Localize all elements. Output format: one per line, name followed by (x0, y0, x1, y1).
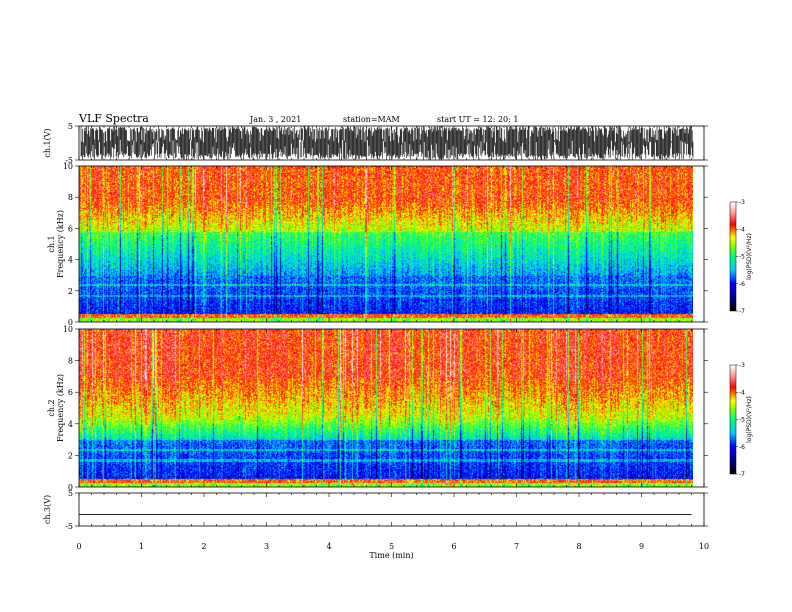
channel-label: ch.2 (47, 399, 56, 416)
y-tick-label: 4 (68, 420, 73, 429)
ch1-waveform-trace (80, 126, 694, 160)
start-ut-label: start UT = 12: 20: 1 (437, 115, 518, 124)
time-axis: 0 1 2 3 4 5 6 7 8 9 10 Time (min) (76, 542, 709, 560)
ch1-waveform-panel: 5 -5 ch.1(V) (43, 122, 708, 165)
colorbar-gradient (730, 202, 736, 311)
colorbar-tick-label: -4 (739, 226, 745, 233)
y-tick-label: 5 (68, 122, 73, 131)
y-tick-label: 2 (68, 451, 73, 460)
frequency-axis-label: Frequency (kHz) (56, 374, 65, 442)
colorbar-tick-label: -5 (739, 254, 745, 261)
time-tick-label: 9 (639, 542, 644, 551)
spectrogram-heatmap (79, 329, 693, 487)
time-tick-label: 2 (201, 542, 206, 551)
y-tick-label: -5 (65, 156, 73, 165)
ch1-voltage-label: ch.1(V) (43, 128, 52, 157)
y-tick-label: 6 (68, 388, 73, 397)
time-tick-label: 3 (264, 542, 269, 551)
y-tick-label: -5 (65, 522, 73, 531)
time-tick-label: 0 (76, 542, 81, 551)
time-tick-label: 6 (451, 542, 456, 551)
y-tick-label: 0 (68, 318, 73, 327)
panel-frame (78, 492, 705, 527)
y-tick-label: 2 (68, 287, 73, 296)
colorbar-tick-label: -4 (739, 389, 745, 396)
y-tick-label: 0 (68, 483, 73, 492)
y-tick-label: 10 (63, 325, 73, 334)
station-label: station=MAM (343, 115, 400, 124)
ch2-spectrogram-panel: 0 2 4 6 8 10 ch.2 Frequency (kHz) (47, 325, 708, 492)
time-tick-label: 10 (699, 542, 709, 551)
colorbar-tick-label: -3 (739, 362, 745, 369)
channel-label: ch.1 (47, 235, 56, 252)
figure-title: VLF Spectra (78, 112, 149, 125)
ch1-colorbar: -3 -4 -5 -6 -7 log(PSD)(V²/Hz) (729, 199, 753, 315)
ch2-colorbar: -3 -4 -5 -6 -7 log(PSD)(V²/Hz) (729, 362, 753, 478)
colorbar-tick-label: -7 (739, 308, 745, 315)
time-tick-label: 1 (139, 542, 144, 551)
time-tick-label: 4 (326, 542, 331, 551)
y-tick-label: 4 (68, 256, 73, 265)
colorbar-tick-label: -6 (739, 281, 745, 288)
y-tick-label: 8 (68, 193, 73, 202)
time-tick-label: 8 (576, 542, 581, 551)
colorbar-label: log(PSD)(V²/Hz) (746, 233, 753, 280)
colorbar-gradient (730, 365, 736, 474)
colorbar-tick-label: -6 (739, 444, 745, 451)
date-label: Jan. 3 , 2021 (249, 115, 301, 124)
y-tick-label: 5 (68, 489, 73, 498)
colorbar-label: log(PSD)(V²/Hz) (746, 396, 753, 443)
ch3-voltage-label: ch.3(V) (43, 495, 52, 524)
colorbar-tick-label: -7 (739, 471, 745, 478)
time-tick-label: 5 (389, 542, 394, 551)
time-axis-label: Time (min) (369, 551, 413, 560)
frequency-axis-label: Frequency (kHz) (56, 210, 65, 278)
spectrogram-heatmap (79, 166, 693, 322)
time-tick-label: 7 (514, 542, 519, 551)
y-tick-label: 8 (68, 357, 73, 366)
ch3-waveform-panel: 5 -5 ch.3(V) (43, 489, 708, 531)
ch1-spectrogram-panel: 0 2 4 6 8 10 ch.1 Frequency (kHz) (47, 162, 708, 327)
y-tick-label: 10 (63, 162, 73, 171)
colorbar-tick-label: -3 (739, 199, 745, 206)
colorbar-tick-label: -5 (739, 417, 745, 424)
y-tick-label: 6 (68, 224, 73, 233)
